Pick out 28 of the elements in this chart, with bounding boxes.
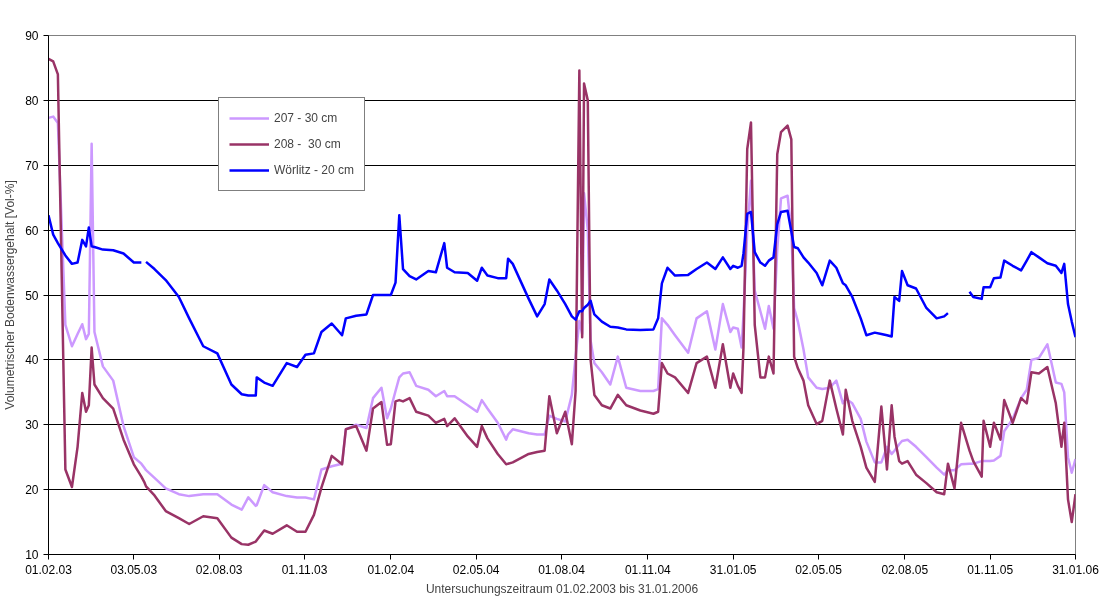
- line-series: [48, 57, 1076, 547]
- y-axis-title: Volumetrischer Bodenwassergehalt [Vol-%]: [3, 180, 18, 410]
- legend-label: 207 - 30 cm: [274, 111, 338, 125]
- x-tick-label: 31.01.06: [1052, 562, 1100, 577]
- y-tick-label: 10: [25, 548, 39, 562]
- x-tick-label: 02.08.05: [881, 562, 929, 577]
- y-tick-label: 70: [25, 158, 39, 173]
- x-tick-label: 01.08.04: [538, 562, 586, 577]
- x-tick-label: 03.05.03: [110, 562, 158, 577]
- legend-label: 208 - 30 cm: [274, 137, 341, 151]
- y-tick-label: 90: [25, 29, 39, 43]
- legend-label: Wörlitz - 20 cm: [274, 163, 355, 177]
- y-tick-label: 20: [25, 483, 39, 498]
- x-tick-label: 02.05.04: [452, 562, 500, 577]
- x-tick-label: 01.11.03: [281, 562, 328, 577]
- x-tick-label: 02.08.03: [195, 562, 243, 577]
- y-tick-label: 50: [25, 288, 39, 303]
- x-axis-title: Untersuchungszeitraum 01.02.2003 bis 31.01.2006: [425, 581, 699, 596]
- x-tick-label: 31.01.05: [709, 562, 757, 577]
- y-tick-label: 60: [25, 223, 39, 238]
- y-tick-label: 30: [25, 418, 39, 433]
- x-tick-label: 01.02.03: [25, 562, 73, 577]
- y-tick-label: 40: [25, 353, 39, 368]
- x-tick-label: 01.02.04: [367, 562, 415, 577]
- x-tick-label: 02.05.05: [795, 562, 843, 577]
- x-tick-label: 01.11.04: [624, 562, 672, 577]
- y-tick-label: 80: [25, 93, 39, 108]
- x-tick-label: 01.11.05: [967, 562, 1014, 577]
